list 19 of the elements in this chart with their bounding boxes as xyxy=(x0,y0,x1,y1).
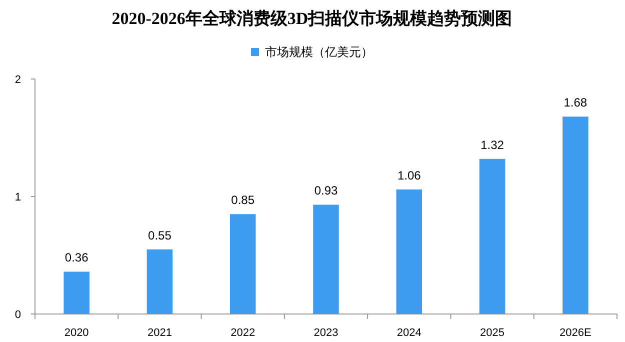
label: 0.55 xyxy=(148,228,172,242)
title: 2020-2026年全球消费级3D扫描仪市场规模趋势预测图 xyxy=(112,9,512,28)
label: 0.36 xyxy=(64,250,88,265)
ytick: 1 xyxy=(14,192,21,204)
label: 1.68 xyxy=(564,96,588,110)
label: 0.85 xyxy=(231,193,255,208)
xtick: 2026E xyxy=(560,327,592,339)
xtick: 2023 xyxy=(314,327,338,339)
ytick: 2 xyxy=(14,74,21,86)
ytick: 0 xyxy=(14,309,21,321)
legend: 市场规模（亿美元） xyxy=(251,45,373,59)
xtick: 2022 xyxy=(230,327,256,339)
label: 1.32 xyxy=(480,138,504,152)
xtick: 2025 xyxy=(480,327,505,339)
xtick: 2020 xyxy=(64,327,89,339)
label: 1.06 xyxy=(397,168,421,182)
xtick: 2021 xyxy=(147,327,172,339)
label: 0.93 xyxy=(314,184,338,198)
xtick: 2024 xyxy=(396,327,422,339)
